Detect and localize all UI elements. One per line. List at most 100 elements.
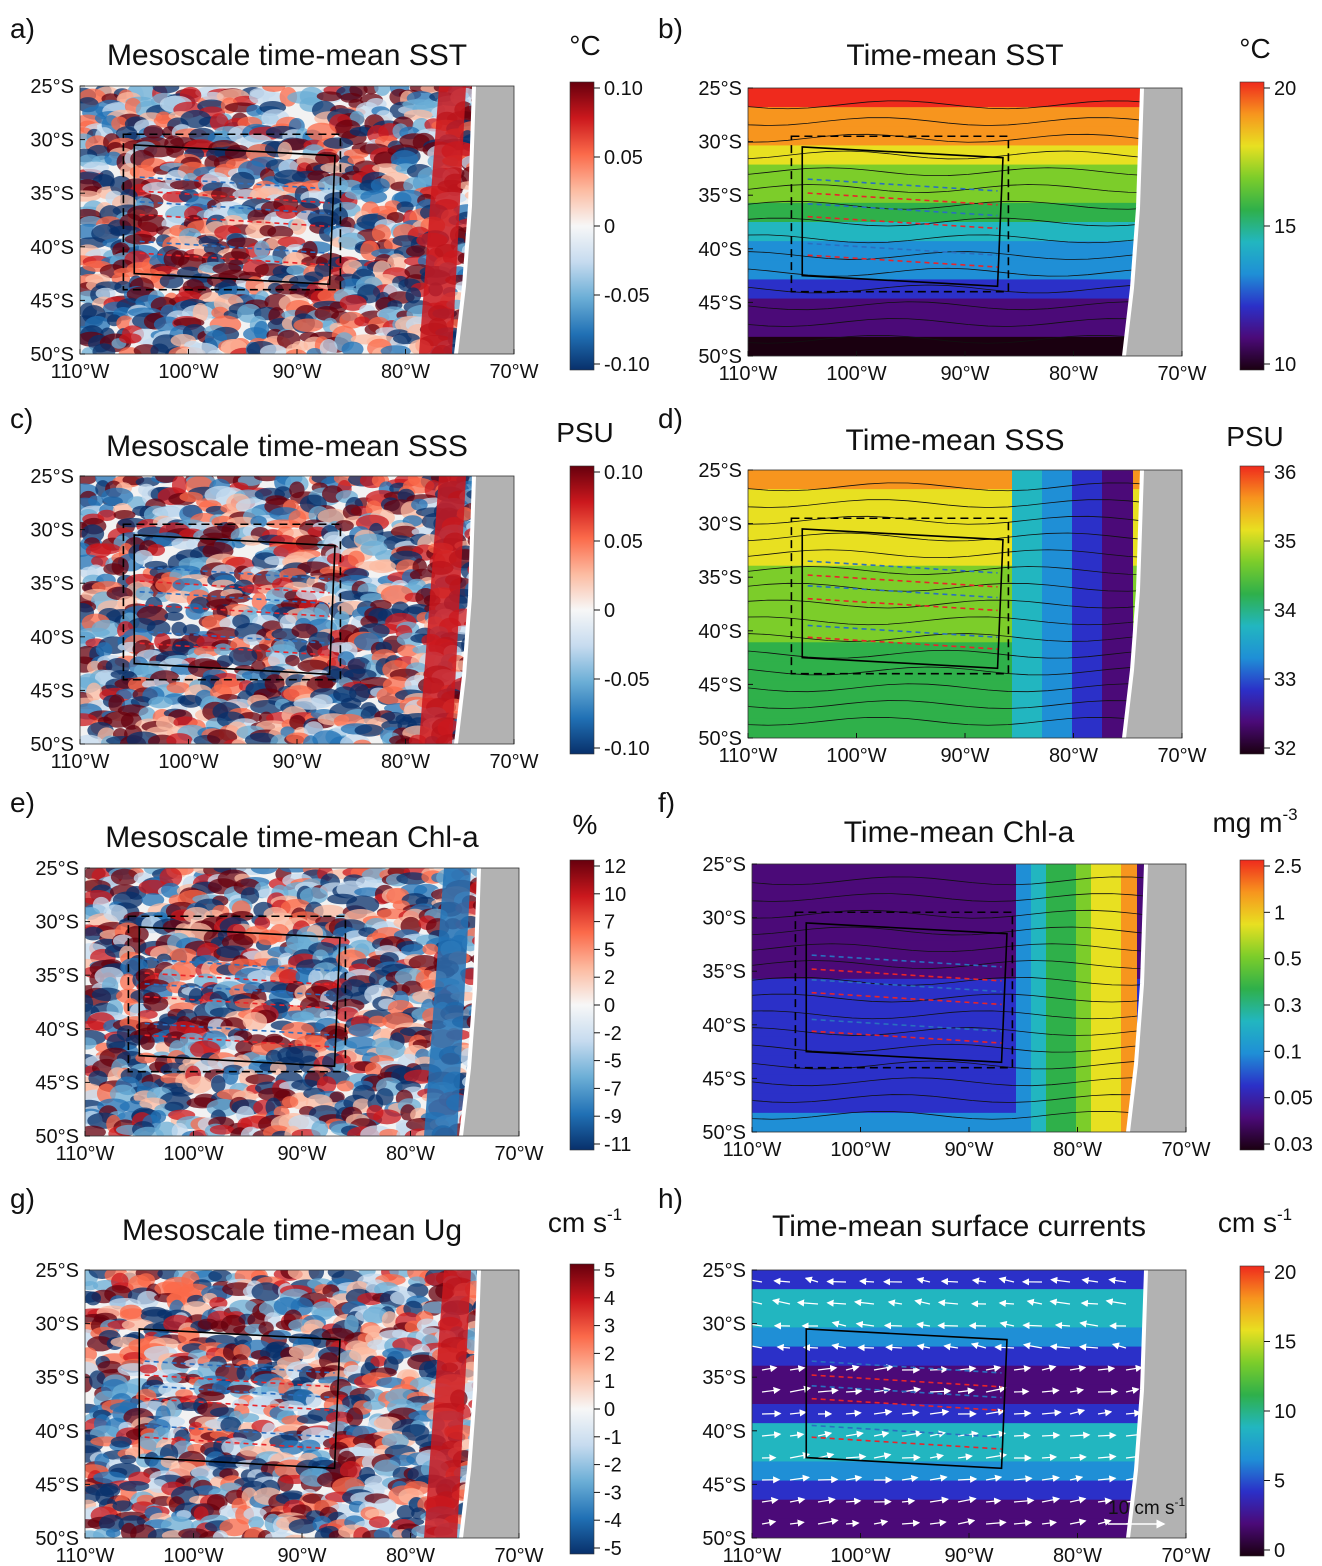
anomaly-blob (152, 86, 180, 94)
x-tick-label: 80°W (381, 361, 430, 383)
panel-letter: h) (658, 1183, 683, 1214)
x-tick-label: 80°W (381, 751, 430, 773)
current-vector (1108, 1276, 1127, 1284)
y-tick-label: 25°S (702, 854, 746, 876)
contour-line (752, 1094, 1173, 1103)
transect-line (144, 1374, 335, 1388)
anomaly-blob (300, 1007, 328, 1022)
current-vector (1054, 1321, 1071, 1329)
current-vector (1097, 1475, 1117, 1483)
current-vector (937, 1299, 959, 1307)
colorbar-tick-label: 0.05 (1274, 1088, 1313, 1110)
contour-line (752, 926, 1173, 936)
y-tick-label: 35°S (702, 1367, 746, 1389)
x-tick-label: 90°W (944, 1545, 993, 1566)
colorbar-tick-label: -0.05 (604, 669, 650, 691)
colorbar-unit: mg m-3 (1212, 805, 1297, 838)
anomaly-blob (512, 292, 514, 303)
anomaly-blob (209, 1124, 235, 1135)
coastal-gradient (1087, 470, 1103, 738)
y-tick-label: 35°S (698, 185, 742, 207)
current-vector (789, 1409, 807, 1417)
contour-line (748, 717, 1169, 726)
contour-line (752, 960, 1173, 969)
colorbar-tick-label: 10 (1274, 354, 1296, 376)
current-vector (957, 1365, 977, 1373)
panel-title: Time-mean Chl-a (844, 816, 1075, 849)
anomaly-blob (407, 578, 426, 591)
current-vector (873, 1452, 892, 1460)
current-vector (998, 1299, 1015, 1308)
colorbar-tick-label: 0.3 (1274, 995, 1302, 1017)
anomaly-blob (91, 555, 110, 567)
anomaly-blob (272, 639, 296, 655)
current-vector (789, 1431, 805, 1439)
current-vector (873, 1430, 890, 1438)
outer-dashed-box (122, 523, 342, 681)
transect-line (807, 202, 998, 217)
map-field (85, 1270, 519, 1538)
x-tick-label: 90°W (940, 745, 989, 767)
colorbar-tick-label: 3 (604, 1316, 615, 1338)
anomaly-blob (362, 1306, 388, 1324)
anomaly-blob (129, 164, 157, 179)
land-mass (461, 868, 519, 1136)
anomaly-blob (374, 86, 391, 96)
transect-line (144, 972, 335, 986)
y-tick-label: 45°S (702, 1068, 746, 1090)
current-vector (1013, 1519, 1033, 1527)
y-tick-label: 35°S (30, 183, 74, 205)
anomaly-blob (267, 225, 294, 240)
y-tick-label: 25°S (698, 78, 742, 100)
current-vector (1013, 1475, 1033, 1483)
y-tick-label: 40°S (702, 1015, 746, 1037)
current-vector (901, 1430, 924, 1438)
anomaly-blob (334, 1054, 351, 1066)
transect-line (811, 1360, 1002, 1374)
y-tick-label: 45°S (35, 1474, 79, 1496)
coastline (459, 1270, 481, 1538)
current-vector (1097, 1453, 1117, 1461)
x-tick-label: 90°W (277, 1143, 326, 1165)
anomaly-blob (368, 1516, 390, 1529)
outer-dashed-box (127, 915, 347, 1073)
current-vector (804, 1276, 819, 1284)
colorbar-tick-label: 0 (604, 600, 615, 622)
anomaly-blob (119, 1308, 148, 1321)
contour-line (748, 234, 1169, 244)
anomaly-blob (510, 574, 514, 585)
contour-line (748, 515, 1169, 525)
anomaly-blob (348, 1023, 382, 1037)
colorbar (1239, 465, 1265, 755)
anomaly-blob (119, 1454, 137, 1465)
anomaly-blob (209, 1296, 228, 1310)
transect-line (139, 213, 330, 228)
anomaly-blob (511, 152, 514, 159)
current-vector (1125, 1364, 1143, 1373)
map-field (752, 1270, 1186, 1538)
x-tick-label: 110°W (719, 363, 778, 385)
contour-line (748, 549, 1169, 558)
current-vector (845, 1519, 860, 1528)
y-tick-label: 45°S (30, 290, 74, 312)
contour-line (752, 1077, 1173, 1087)
current-vector (985, 1385, 1007, 1393)
colorbar-tick-label: 0 (1274, 1540, 1285, 1562)
y-tick-label: 30°S (35, 1314, 79, 1336)
anomaly-blob (311, 694, 333, 709)
anomaly-blob (137, 1290, 159, 1310)
colorbar-tick-label: 4 (604, 1288, 615, 1310)
anomaly-blob (373, 1109, 402, 1125)
anomaly-blob (285, 654, 300, 667)
anomaly-blob (369, 559, 396, 574)
current-vector (761, 1386, 781, 1395)
anomaly-blob (405, 245, 430, 258)
anomaly-blob (279, 1440, 304, 1455)
anomaly-blob (304, 271, 324, 282)
anomaly-blob (135, 586, 154, 601)
contour-line (752, 993, 1173, 1003)
x-tick-label: 100°W (158, 361, 218, 383)
current-vector (817, 1452, 835, 1460)
y-tick-label: 30°S (702, 908, 746, 930)
current-vector (1078, 1343, 1099, 1351)
